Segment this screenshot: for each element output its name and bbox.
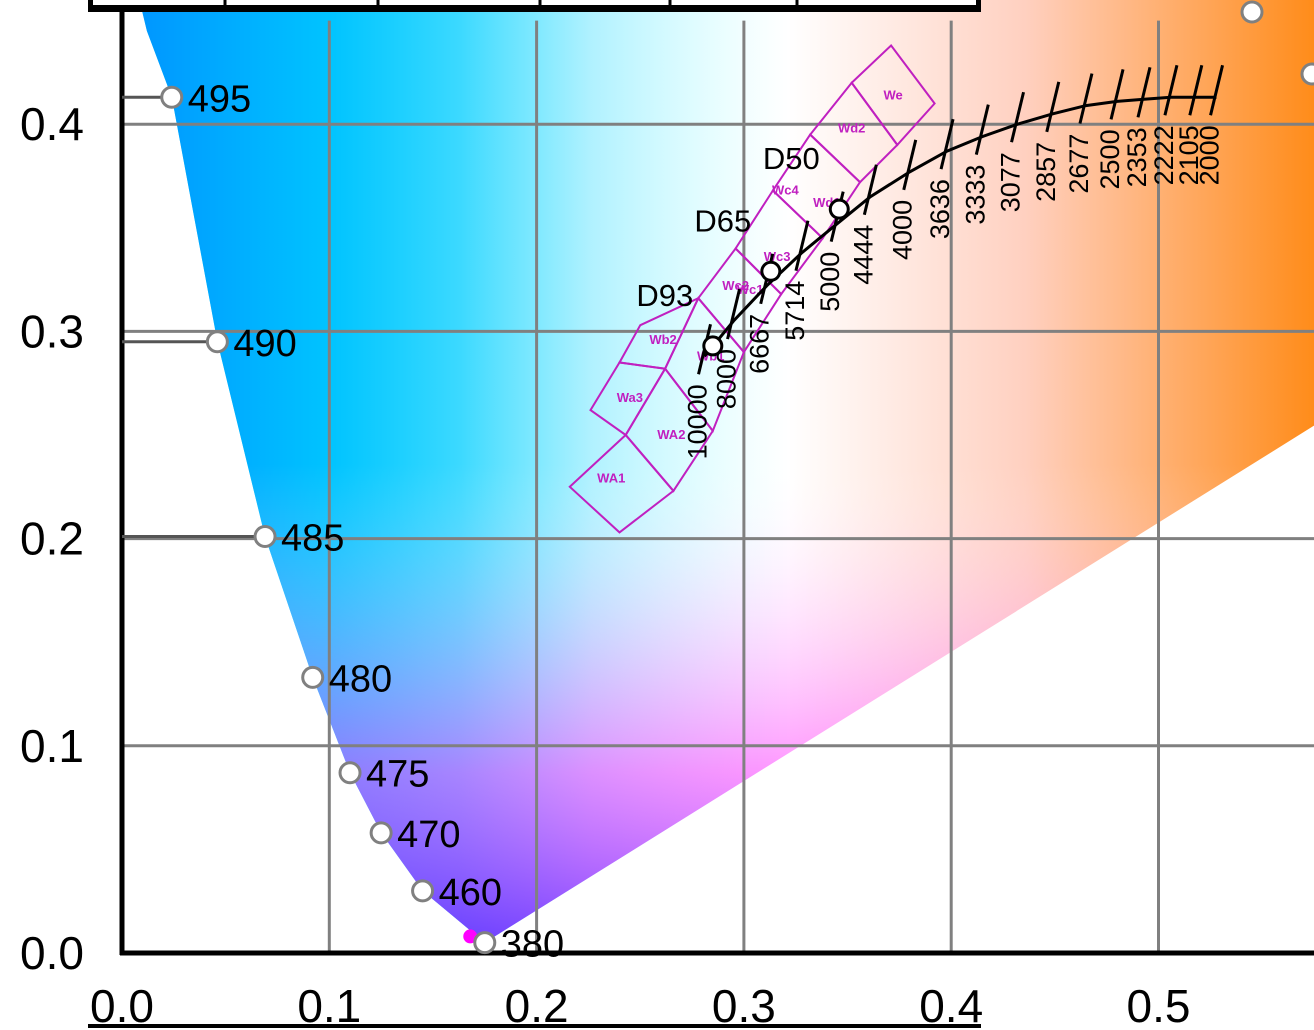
cct-label: 2500 bbox=[1095, 129, 1125, 189]
cct-label: 3636 bbox=[925, 179, 955, 239]
cct-label: 2000 bbox=[1195, 125, 1225, 185]
illuminant-marker bbox=[830, 200, 848, 218]
illuminant-label: D93 bbox=[636, 278, 693, 313]
x-tick-label: 0.3 bbox=[712, 980, 776, 1030]
y-tick-label: 0.2 bbox=[20, 513, 84, 565]
white-zone-label: Wc4 bbox=[772, 183, 800, 198]
wavelength-label: 475 bbox=[366, 754, 429, 796]
cct-label: 3077 bbox=[996, 152, 1026, 212]
white-zone-label: Wa3 bbox=[617, 390, 643, 405]
white-zone-label: WA1 bbox=[597, 471, 625, 486]
x-tick-label: 0.4 bbox=[919, 980, 983, 1030]
y-tick-label: 0.1 bbox=[20, 720, 84, 772]
locus-marker bbox=[255, 527, 275, 547]
locus-marker bbox=[371, 823, 391, 843]
wavelength-label: 490 bbox=[233, 323, 296, 365]
cct-label: 2677 bbox=[1064, 134, 1094, 194]
y-tick-labels: 0.0 0.1 0.2 0.3 0.4 bbox=[20, 98, 84, 979]
x-tick-label: 0.1 bbox=[297, 980, 361, 1030]
white-zone-label: WA2 bbox=[657, 427, 685, 442]
wavelength-label: 460 bbox=[439, 872, 502, 914]
x-tick-label: 0.5 bbox=[1127, 980, 1191, 1030]
white-zone-label: Wb2 bbox=[649, 332, 676, 347]
locus-marker bbox=[207, 332, 227, 352]
locus-marker-edge bbox=[1242, 2, 1262, 22]
illuminant-label: D50 bbox=[763, 141, 820, 176]
x-tick-label: 0.0 bbox=[90, 980, 154, 1030]
y-tick-label: 0.3 bbox=[20, 305, 84, 357]
cct-label: 3333 bbox=[960, 165, 990, 225]
cct-label: 2353 bbox=[1122, 127, 1152, 187]
white-zone-label: We bbox=[884, 87, 903, 102]
locus-marker bbox=[162, 87, 182, 107]
wavelength-label: 495 bbox=[188, 78, 251, 120]
illuminant-marker bbox=[762, 262, 780, 280]
cct-label: 4000 bbox=[888, 200, 918, 260]
illuminant-label: D65 bbox=[694, 203, 751, 238]
cct-label: 5714 bbox=[780, 281, 810, 341]
x-tick-label: 0.2 bbox=[505, 980, 569, 1030]
white-zone-label: Wd2 bbox=[838, 120, 865, 135]
cct-label: 10000 bbox=[683, 384, 713, 459]
locus-marker bbox=[475, 933, 495, 953]
illuminant-marker bbox=[704, 337, 722, 355]
wavelength-label: 480 bbox=[329, 658, 392, 700]
cct-label: 4444 bbox=[848, 225, 878, 285]
cct-label: 5000 bbox=[815, 252, 845, 312]
locus-marker-edge bbox=[1302, 64, 1314, 84]
wavelength-label: 380 bbox=[501, 924, 564, 966]
locus-marker bbox=[303, 667, 323, 687]
cct-label: 2857 bbox=[1031, 142, 1061, 202]
y-tick-label: 0.0 bbox=[20, 927, 84, 979]
locus-marker bbox=[340, 763, 360, 783]
wavelength-label: 470 bbox=[397, 814, 460, 856]
white-zone-label: Wc2 bbox=[722, 278, 749, 293]
locus-marker bbox=[413, 881, 433, 901]
cct-label: 8000 bbox=[712, 349, 742, 409]
cct-label: 6667 bbox=[745, 314, 775, 374]
x-tick-labels: 0.0 0.1 0.2 0.3 0.4 0.5 bbox=[90, 980, 1190, 1030]
wavelength-label: 485 bbox=[281, 518, 344, 560]
y-tick-label: 0.4 bbox=[20, 98, 84, 150]
